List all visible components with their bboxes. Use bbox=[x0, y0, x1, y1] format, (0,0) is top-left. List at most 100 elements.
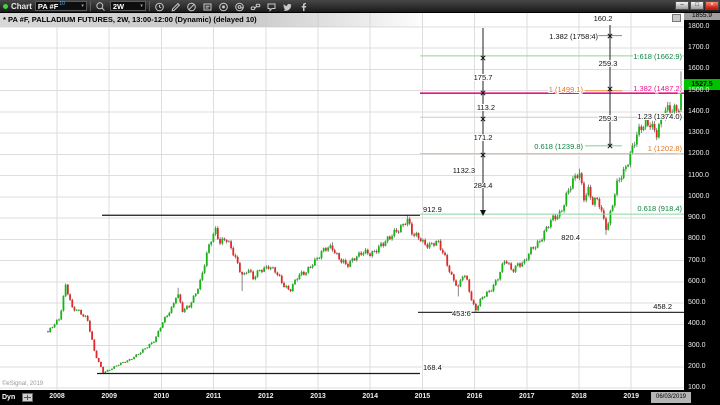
price-tick-label: 800.0 bbox=[688, 235, 706, 243]
price-tick-label: 1600.0 bbox=[688, 65, 710, 73]
pencil-icon bbox=[171, 2, 180, 11]
measure-tool bbox=[607, 25, 613, 149]
year-label: 2019 bbox=[623, 393, 639, 400]
compare-button[interactable] bbox=[94, 1, 107, 12]
chart-annotation: 453.6 bbox=[452, 309, 471, 318]
chart-annotation: 284.4 bbox=[474, 181, 493, 190]
price-tick-label: 600.0 bbox=[688, 277, 706, 285]
chart-annotation: 458.2 bbox=[653, 302, 672, 311]
chart-annotation: 0.618 (918.4) bbox=[637, 204, 682, 213]
symbol-input[interactable]: PA #F 10 ▾ bbox=[34, 1, 87, 11]
annotation-layer: 160.2 1.382 (1758.4) 259.3 1.618 (1662.9) 17… bbox=[422, 13, 683, 373]
chart-annotation: 168.4 bbox=[423, 363, 442, 372]
magnifier-icon bbox=[96, 1, 105, 11]
chart-annotation: 1 (1499.1) bbox=[549, 85, 584, 94]
overlay-layer bbox=[97, 25, 684, 375]
twitter-icon bbox=[283, 3, 292, 11]
price-axis[interactable]: 1855.9 1527.5 1800.0 1700.0 1600.0 1500.0 14… bbox=[684, 11, 720, 391]
year-label: 2009 bbox=[101, 393, 117, 400]
tab-chart[interactable]: Chart bbox=[11, 1, 32, 11]
price-tick-label: 300.0 bbox=[688, 341, 706, 349]
share-twitter-button[interactable] bbox=[281, 1, 294, 12]
year-label: 2018 bbox=[571, 393, 587, 400]
price-tick-label: 500.0 bbox=[688, 299, 706, 306]
eraser-tool-button[interactable] bbox=[185, 1, 198, 12]
close-button[interactable]: × bbox=[705, 1, 719, 10]
price-tick-label: 1200.0 bbox=[688, 150, 710, 158]
chevron-down-icon: ▾ bbox=[140, 3, 143, 9]
year-label: 2011 bbox=[206, 393, 222, 400]
price-tick-label: 1100.0 bbox=[688, 171, 709, 179]
time-axis[interactable]: Dyn 2008 2009 2010 2011 2012 2013 2014 2015 2016… bbox=[0, 390, 720, 405]
price-tick-label: 1000.0 bbox=[688, 192, 710, 200]
chart-annotation: 171.2 bbox=[474, 133, 493, 142]
eraser-icon bbox=[187, 2, 196, 11]
last-price-badge: 1527.5 bbox=[684, 79, 720, 91]
window-controls: – □ × bbox=[675, 1, 719, 10]
target-tool-button[interactable] bbox=[217, 1, 230, 12]
annotate-tool-button[interactable] bbox=[233, 1, 246, 12]
share-facebook-button[interactable] bbox=[297, 1, 310, 12]
price-tick-label: 200.0 bbox=[688, 362, 706, 370]
text-note-icon bbox=[203, 3, 212, 10]
year-label: 2012 bbox=[258, 393, 274, 400]
price-tick-label: 700.0 bbox=[688, 256, 706, 264]
measure-tool bbox=[480, 28, 486, 216]
chart-annotation: 160.2 bbox=[594, 14, 613, 23]
year-label: 2013 bbox=[310, 393, 326, 400]
chart-annotation: 1 (1202.8) bbox=[648, 144, 683, 153]
minimize-button[interactable]: – bbox=[675, 1, 689, 10]
date-badge: 06/03/2019 bbox=[651, 392, 691, 403]
chart-annotation: 175.7 bbox=[474, 73, 493, 82]
symbol-value: PA #F bbox=[37, 1, 59, 11]
toolbar-divider bbox=[89, 1, 91, 11]
price-chart[interactable]: 160.2 1.382 (1758.4) 259.3 1.618 (1662.9) 17… bbox=[0, 13, 684, 390]
toolbar-divider bbox=[148, 1, 150, 11]
target-icon bbox=[219, 2, 228, 11]
link-icon bbox=[250, 3, 261, 10]
interval-value: 2W bbox=[112, 1, 125, 11]
year-label: 2014 bbox=[362, 393, 378, 400]
year-label: 2010 bbox=[153, 393, 170, 400]
chart-annotation: 820.4 bbox=[561, 233, 580, 242]
price-tick-label: 1400.0 bbox=[688, 107, 710, 115]
price-tick-label: 100.0 bbox=[688, 384, 706, 391]
grid-settings-icon[interactable] bbox=[22, 393, 33, 402]
chart-annotation: 113.2 bbox=[477, 103, 495, 112]
chart-annotation: 1.382 (1487.2) bbox=[633, 84, 682, 93]
chart-annotation: 259.3 bbox=[599, 59, 618, 68]
price-tick-label: 1700.0 bbox=[688, 44, 710, 51]
chart-annotation: 1.23 (1374.0) bbox=[637, 112, 682, 121]
chart-restore-icon[interactable] bbox=[672, 14, 681, 22]
chart-plot[interactable]: 160.2 1.382 (1758.4) 259.3 1.618 (1662.9) 17… bbox=[0, 13, 684, 390]
chart-annotation: 1132.3 bbox=[453, 166, 475, 175]
chart-title: * PA #F, PALLADIUM FUTURES, 2W, 13:00-12… bbox=[0, 13, 430, 27]
chevron-down-icon: ▾ bbox=[81, 3, 84, 9]
draw-tool-button[interactable] bbox=[169, 1, 182, 12]
year-label: 2017 bbox=[519, 393, 535, 400]
price-tick-label: 900.0 bbox=[688, 214, 706, 221]
price-tick-label: 1500.0 bbox=[688, 86, 710, 94]
copyright-text: ©eSignal, 2019 bbox=[2, 381, 44, 387]
high-price-badge: 1855.9 bbox=[684, 11, 720, 20]
text-tool-button[interactable] bbox=[201, 1, 214, 12]
delay-badge: 10 bbox=[59, 1, 65, 7]
year-label: 2015 bbox=[414, 393, 431, 400]
year-label: 2016 bbox=[466, 393, 483, 400]
interval-select[interactable]: 2W ▾ bbox=[109, 1, 146, 11]
price-tick-label: 400.0 bbox=[688, 320, 706, 328]
year-label: 2008 bbox=[49, 393, 65, 400]
dyn-mode-button[interactable]: Dyn bbox=[2, 394, 16, 401]
time-tool-button[interactable] bbox=[153, 1, 166, 12]
link-tool-button[interactable] bbox=[249, 1, 262, 12]
chat-bubble-icon bbox=[267, 3, 276, 12]
price-tick-label: 1300.0 bbox=[688, 129, 710, 136]
restore-button[interactable]: □ bbox=[690, 1, 704, 10]
price-tick-label: 1800.0 bbox=[688, 22, 710, 30]
facebook-icon bbox=[301, 2, 307, 11]
chart-annotation: 912.9 bbox=[423, 205, 442, 214]
comment-tool-button[interactable] bbox=[265, 1, 278, 12]
status-dot-icon bbox=[3, 3, 8, 9]
toolbar: Chart PA #F 10 ▾ 2W ▾ bbox=[0, 0, 720, 13]
